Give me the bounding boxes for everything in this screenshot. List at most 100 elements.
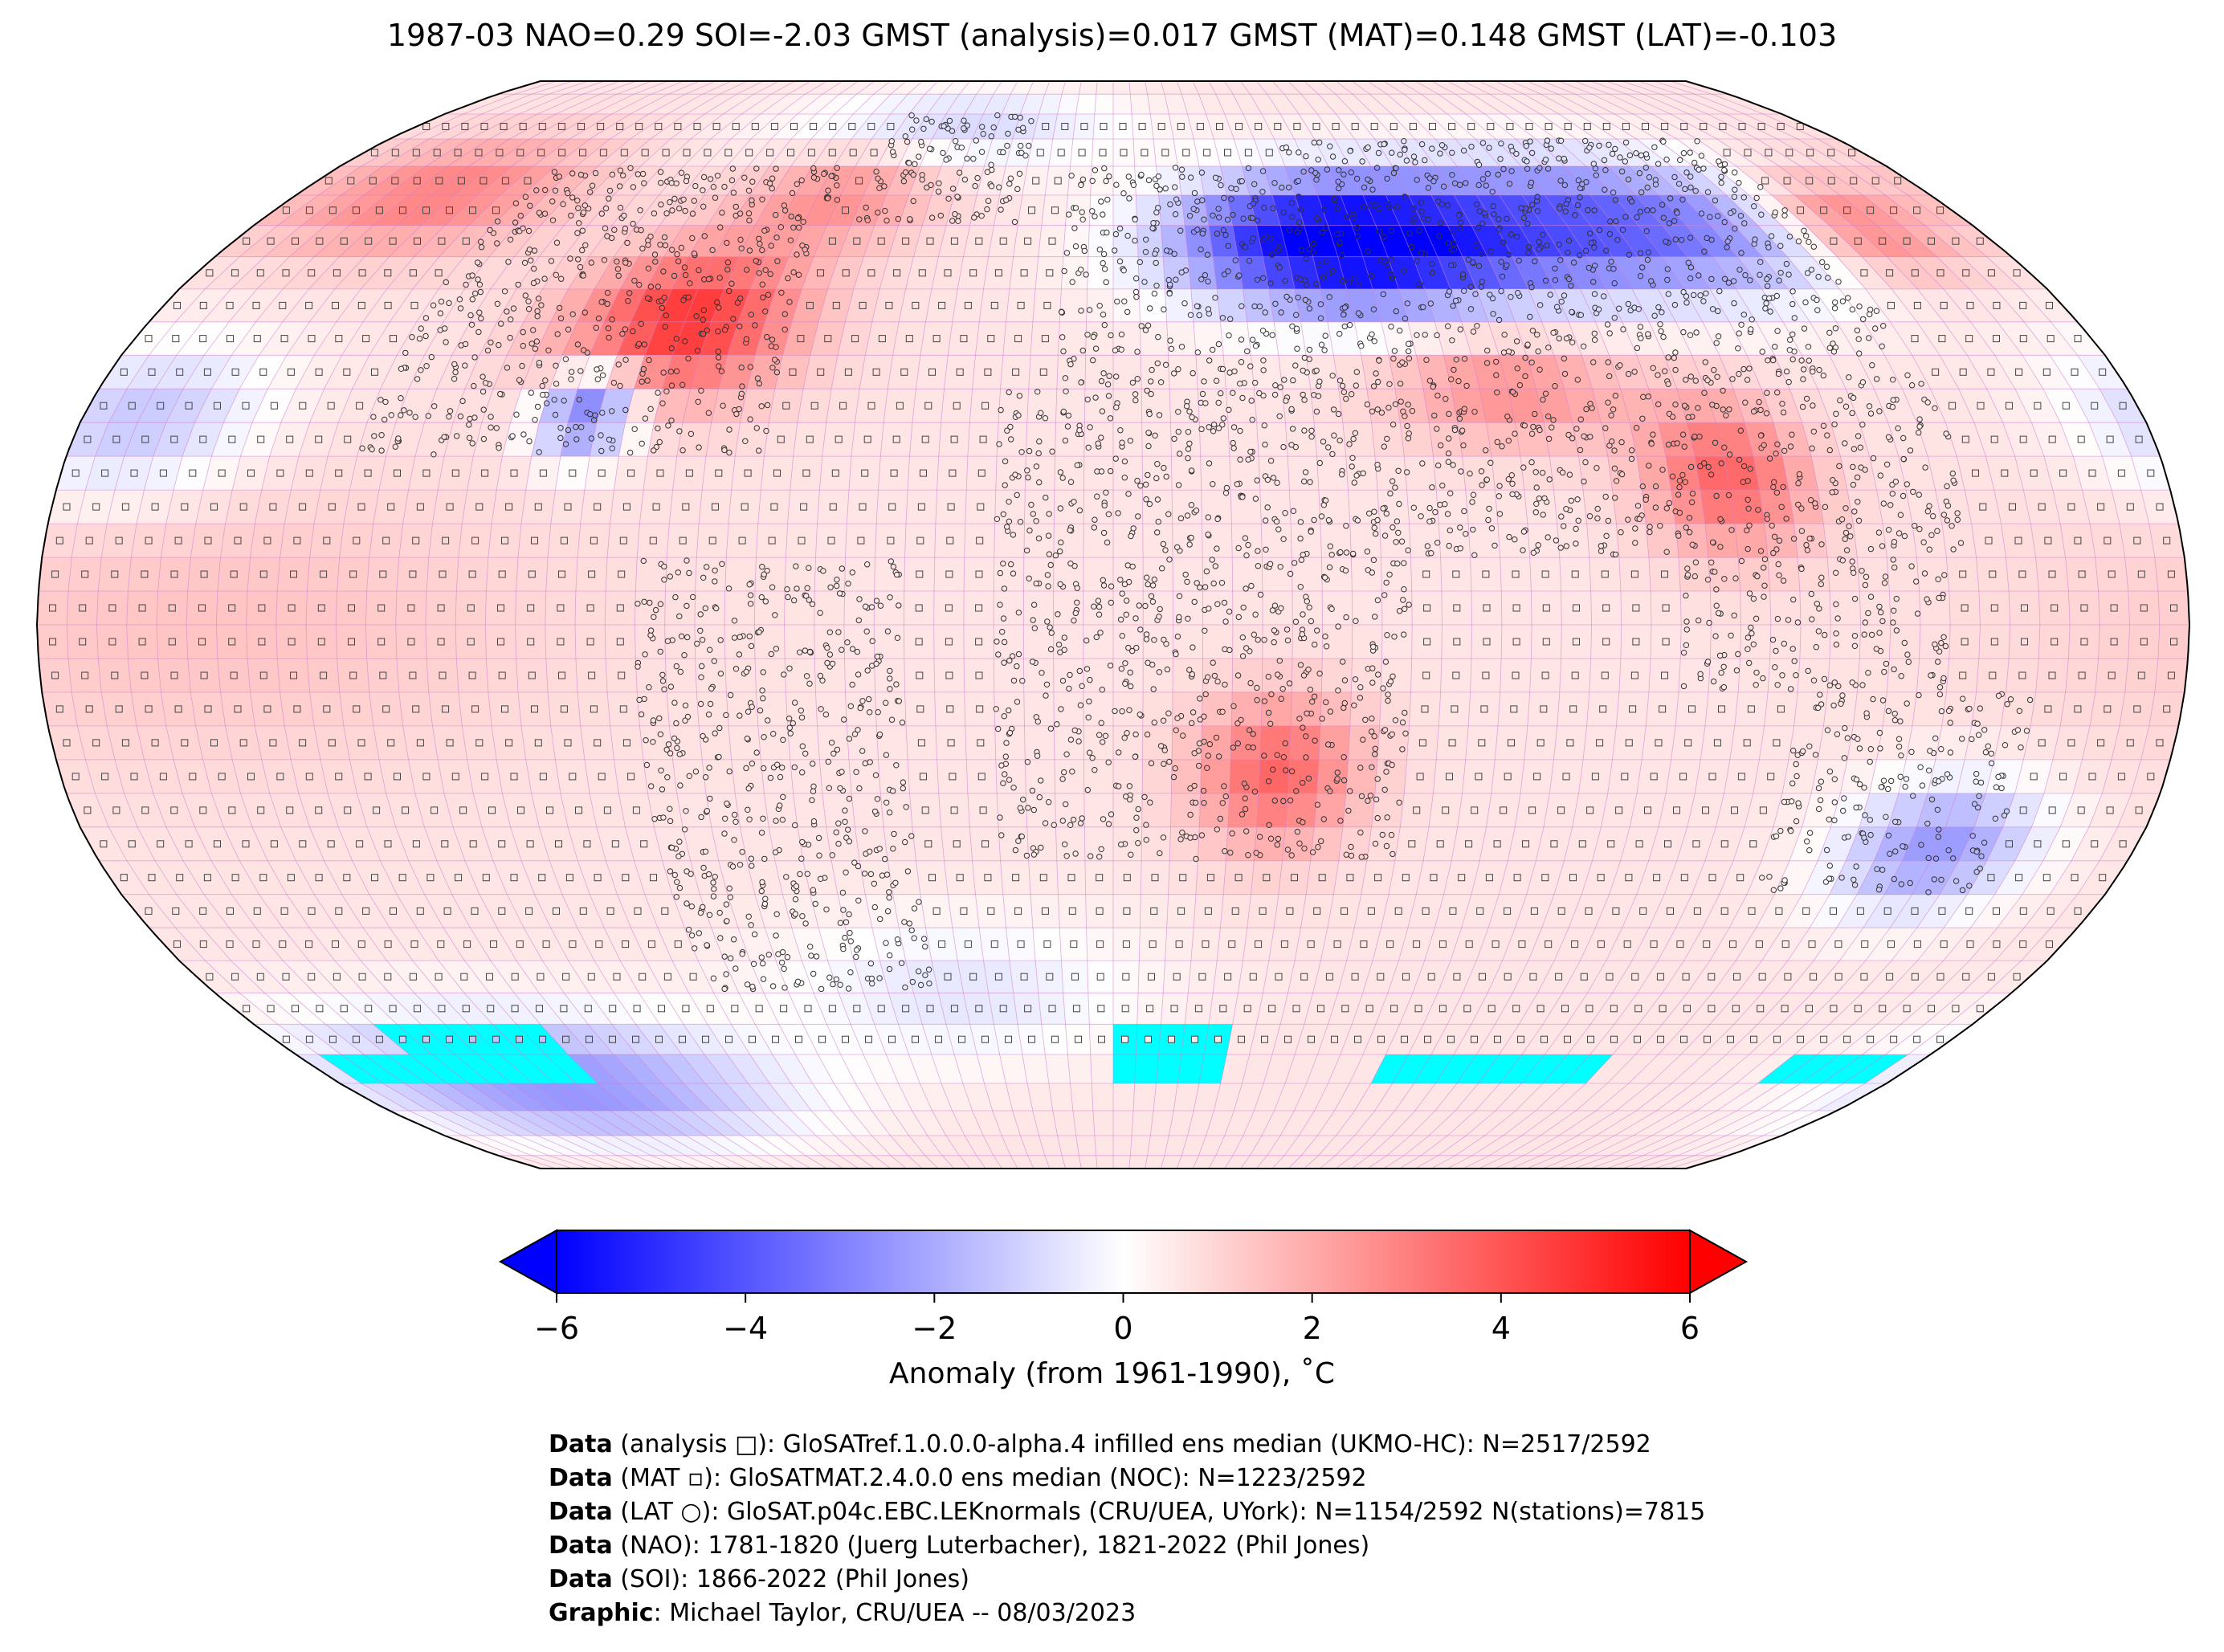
grid-cell: [865, 894, 900, 928]
station-marker: [1093, 634, 1100, 641]
analysis-marker: [299, 739, 307, 747]
station-marker: [1255, 636, 1261, 643]
analysis-marker: [1039, 874, 1047, 882]
analysis-marker: [526, 840, 534, 848]
station-marker: [1753, 682, 1759, 688]
station-marker: [1790, 747, 1797, 754]
analysis-marker: [2048, 806, 2056, 814]
station-marker: [1383, 842, 1390, 850]
analysis-marker: [1463, 1005, 1471, 1013]
grid-cell: [1671, 1054, 1727, 1083]
station-marker: [1292, 618, 1300, 625]
station-marker: [1239, 653, 1247, 659]
station-marker: [1156, 669, 1163, 675]
analysis-marker: [2019, 806, 2027, 814]
station-marker: [1371, 524, 1377, 531]
station-marker: [727, 894, 733, 900]
station-marker: [841, 716, 847, 723]
station-marker: [1015, 610, 1022, 616]
station-marker: [762, 895, 769, 902]
station-marker: [1749, 630, 1755, 637]
station-marker: [2026, 696, 2034, 704]
station-marker: [704, 564, 710, 570]
station-marker: [1126, 707, 1132, 713]
analysis-marker: [916, 536, 924, 545]
analysis-marker: [618, 671, 626, 679]
station-marker: [1973, 848, 1980, 855]
analysis-marker: [950, 806, 958, 814]
grid-cell: [648, 1136, 703, 1156]
station-marker: [1044, 618, 1051, 625]
station-marker: [1760, 675, 1766, 682]
station-marker: [1905, 659, 1912, 665]
grid-cell: [728, 725, 761, 760]
station-marker: [803, 673, 810, 679]
station-marker: [759, 687, 765, 694]
analysis-marker: [128, 840, 136, 848]
grid-cell: [1557, 1136, 1615, 1156]
analysis-marker: [490, 940, 497, 948]
station-marker: [1062, 841, 1068, 848]
station-marker: [699, 637, 706, 643]
station-marker: [824, 644, 830, 651]
analysis-marker: [1990, 604, 1998, 612]
station-marker: [746, 816, 753, 822]
analysis-marker: [1414, 1005, 1422, 1013]
analysis-marker: [1529, 973, 1537, 981]
station-marker: [855, 897, 862, 904]
station-marker: [1374, 776, 1381, 782]
analysis-marker: [517, 806, 524, 814]
station-marker: [1148, 760, 1155, 767]
analysis-marker: [1755, 940, 1763, 948]
analysis-marker: [795, 1035, 802, 1043]
station-marker: [726, 885, 732, 891]
station-marker: [1019, 678, 1026, 684]
station-marker: [1017, 805, 1024, 811]
analysis-marker: [269, 739, 277, 747]
station-marker: [1370, 643, 1377, 650]
grid-cell: [1553, 490, 1587, 524]
analysis-marker: [1650, 773, 1658, 781]
station-marker: [1222, 618, 1229, 625]
station-marker: [1124, 598, 1130, 604]
analysis-marker: [584, 1005, 592, 1013]
analysis-marker: [542, 940, 550, 948]
station-marker: [1245, 852, 1251, 859]
grid-cell: [1670, 1155, 1729, 1169]
station-marker: [702, 774, 709, 781]
analysis-marker: [616, 604, 624, 612]
grid-cell: [1318, 1136, 1355, 1156]
analysis-marker: [2030, 773, 2038, 781]
grid-cell: [741, 1136, 789, 1156]
station-marker: [1684, 565, 1691, 572]
grid-cell: [1853, 691, 1887, 726]
grid-cell: [787, 725, 820, 760]
analysis-marker: [1767, 773, 1775, 781]
station-marker: [731, 837, 737, 843]
station-marker: [1901, 639, 1908, 647]
grid-cell: [590, 1054, 641, 1083]
station-marker: [730, 936, 737, 943]
analysis-marker: [1987, 973, 1995, 981]
station-marker: [1025, 805, 1031, 811]
station-marker: [1978, 853, 1985, 859]
grid-cell: [1830, 793, 1870, 827]
grid-cell: [1386, 1136, 1430, 1156]
station-marker: [697, 909, 704, 916]
grid-cell: [871, 1136, 908, 1156]
station-marker: [1883, 660, 1890, 667]
grid-cell: [1656, 1083, 1715, 1111]
grid-cell: [1198, 826, 1228, 861]
analysis-marker: [1051, 1035, 1059, 1043]
analysis-marker: [1096, 874, 1104, 882]
station-marker: [877, 602, 884, 609]
station-marker: [1981, 727, 1988, 733]
station-marker: [1720, 683, 1728, 691]
grid-cell: [1314, 1083, 1350, 1111]
station-marker: [1143, 837, 1150, 843]
station-marker: [1047, 561, 1054, 569]
analysis-marker: [945, 604, 953, 612]
station-marker: [712, 567, 718, 573]
grid-cell: [1857, 860, 1903, 895]
grid-cell: [1070, 1083, 1093, 1111]
